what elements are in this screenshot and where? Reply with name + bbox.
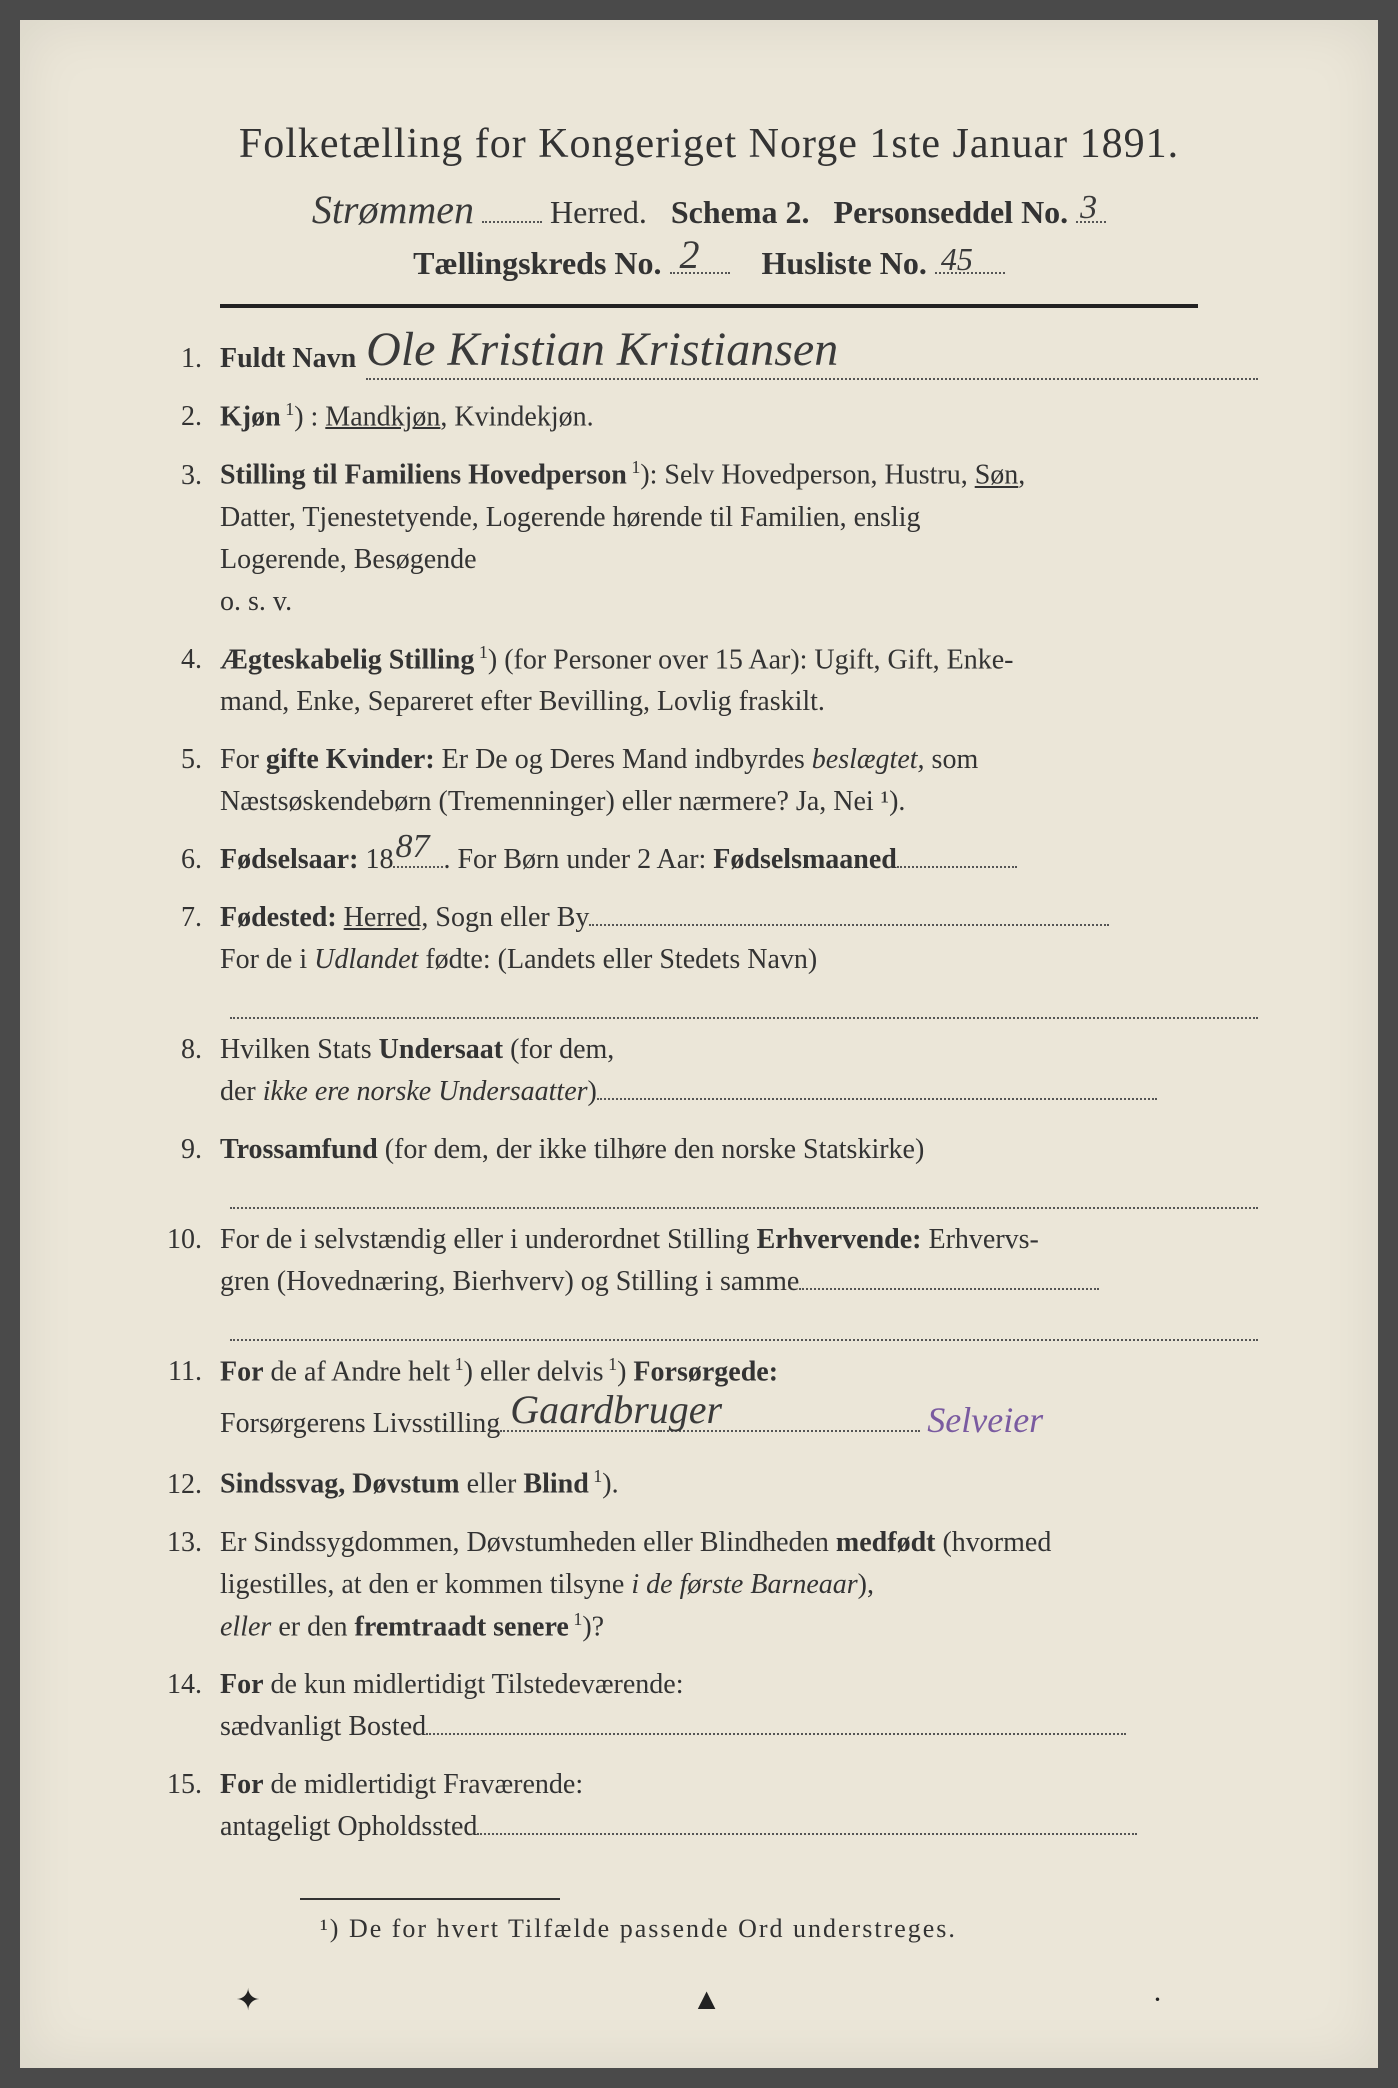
item-4-line1: ) (for Personer over 15 Aar): Ugift, Gif… [488, 644, 1014, 675]
item-7-label: Fødested: [220, 902, 337, 933]
item-11: 11. For de af Andre helt 1) eller delvis… [160, 1351, 1258, 1447]
herred-label: Herred. [550, 194, 647, 230]
item-4-line2: mand, Enke, Separeret efter Bevilling, L… [220, 686, 825, 717]
mark-right: · [1152, 1983, 1162, 2018]
item-3-line4: o. s. v. [220, 586, 292, 617]
item-5-line2: Næstsøskendebørn (Tremenninger) eller næ… [220, 786, 905, 817]
item-7-dotline [230, 997, 1258, 1019]
item-6-year: 87 [395, 821, 429, 872]
item-5: 5. For gifte Kvinder: Er De og Deres Man… [160, 739, 1258, 823]
mark-center: ▲ [692, 1983, 722, 2018]
kreds-no: 2 [680, 231, 700, 278]
herred-handwritten: Strømmen [312, 186, 474, 233]
census-form-page: Folketælling for Kongeriget Norge 1ste J… [20, 20, 1378, 2068]
item-13: 13. Er Sindssygdommen, Døvstumheden elle… [160, 1522, 1258, 1648]
item-14: 14. For de kun midlertidigt Tilstedevære… [160, 1664, 1258, 1748]
item-2-underlined: Mandkjøn [325, 401, 440, 432]
item-6-label: Fødselsaar: [220, 844, 358, 875]
item-6: 6. Fødselsaar: 1887. For Børn under 2 Aa… [160, 839, 1258, 881]
item-2: 2. Kjøn 1) : Mandkjøn, Kvindekjøn. [160, 396, 1258, 438]
item-9: 9. Trossamfund (for dem, der ikke tilhør… [160, 1129, 1258, 1171]
item-4-label: Ægteskabelig Stilling [220, 644, 474, 675]
item-3: 3. Stilling til Familiens Hovedperson 1)… [160, 454, 1258, 622]
item-4: 4. Ægteskabelig Stilling 1) (for Persone… [160, 639, 1258, 723]
item-7: 7. Fødested: Herred, Sogn eller By For d… [160, 897, 1258, 981]
item-1-name: Ole Kristian Kristiansen [366, 314, 838, 386]
header-line-2: Tællingskreds No. 2 Husliste No. 45 [160, 245, 1258, 282]
item-12: 12. Sindssvag, Døvstum eller Blind 1). [160, 1463, 1258, 1505]
item-9-dotline [230, 1187, 1258, 1209]
item-8: 8. Hvilken Stats Undersaat (for dem, der… [160, 1029, 1258, 1113]
mark-left: ✦ [236, 1983, 261, 2018]
husliste-no: 45 [941, 241, 973, 278]
item-7-underlined: Herred, [344, 902, 429, 933]
item-15: 15. For de midlertidigt Fraværende: anta… [160, 1764, 1258, 1848]
item-1-label: Fuldt Navn [220, 338, 356, 380]
item-3-line2: Datter, Tjenestetyende, Logerende hørend… [220, 502, 920, 533]
item-11-hand1: Gaardbruger [510, 1380, 722, 1440]
footnote-text: ¹) De for hvert Tilfælde passende Ord un… [320, 1914, 1258, 1944]
form-title: Folketælling for Kongeriget Norge 1ste J… [160, 120, 1258, 168]
item-3-underlined: Søn [975, 460, 1019, 491]
header-line-1: Strømmen Herred. Schema 2. Personseddel … [160, 186, 1258, 233]
footnote-rule [300, 1898, 560, 1900]
header-rule [220, 304, 1198, 308]
personseddel-no: 3 [1080, 189, 1097, 227]
kreds-label: Tællingskreds No. [413, 245, 661, 281]
item-11-hand2: Selveier [927, 1400, 1043, 1440]
item-3-line3: Logerende, Besøgende [220, 544, 477, 575]
husliste-label: Husliste No. [762, 245, 927, 281]
item-2-label: Kjøn [220, 401, 281, 432]
item-3-label: Stilling til Familiens Hovedperson [220, 460, 627, 491]
personseddel-label: Personseddel No. [834, 194, 1069, 230]
item-10: 10. For de i selvstændig eller i underor… [160, 1219, 1258, 1303]
item-10-dotline [230, 1319, 1258, 1341]
item-1: 1. Fuldt Navn Ole Kristian Kristiansen [160, 338, 1258, 380]
schema-label: Schema 2. [671, 194, 810, 230]
page-marks: ✦ ▲ · [20, 1983, 1378, 2018]
item-9-label: Trossamfund [220, 1134, 378, 1165]
